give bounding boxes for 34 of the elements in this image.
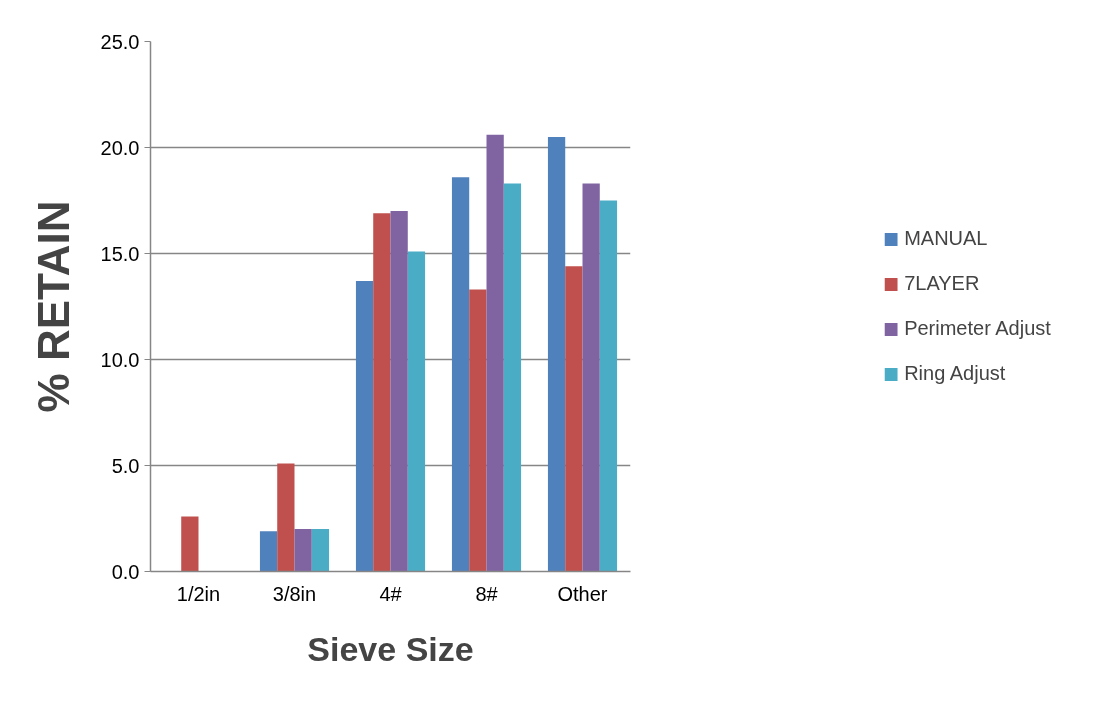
x-tick-label: 8# <box>475 582 499 605</box>
bar <box>565 266 583 572</box>
legend-label: MANUAL <box>904 227 988 250</box>
y-tick-label: 20.0 <box>100 136 140 159</box>
bar <box>486 134 504 572</box>
x-tick-label: 3/8in <box>272 582 317 605</box>
bar <box>373 213 391 572</box>
x-tick-label: 4# <box>379 582 403 605</box>
bar <box>259 531 278 572</box>
x-tick-label: Other <box>557 582 608 605</box>
legend-label: Perimeter Adjust <box>904 317 1051 340</box>
bar <box>277 463 295 572</box>
x-tick-label: 1/2in <box>176 582 221 605</box>
bar <box>582 183 600 572</box>
y-tick-label: 5.0 <box>111 454 140 477</box>
y-tick-label: 10.0 <box>100 348 140 371</box>
bar <box>451 177 470 572</box>
bar <box>469 289 487 572</box>
bar <box>181 516 199 572</box>
bar <box>503 183 522 572</box>
legend-label: 7LAYER <box>904 272 980 295</box>
bar <box>355 281 374 572</box>
bar <box>599 200 618 572</box>
legend-label: Ring Adjust <box>904 362 1006 385</box>
y-tick-label: 15.0 <box>100 242 140 265</box>
y-tick-label: 0.0 <box>111 560 140 583</box>
bar <box>294 529 312 572</box>
x-axis-title: Sieve Size <box>307 629 474 668</box>
bar <box>547 136 566 572</box>
bar <box>311 529 330 572</box>
bar <box>407 251 426 572</box>
y-axis-title: % RETAIN <box>28 200 78 413</box>
bar <box>390 211 408 572</box>
y-tick-label: 25.0 <box>100 30 140 53</box>
